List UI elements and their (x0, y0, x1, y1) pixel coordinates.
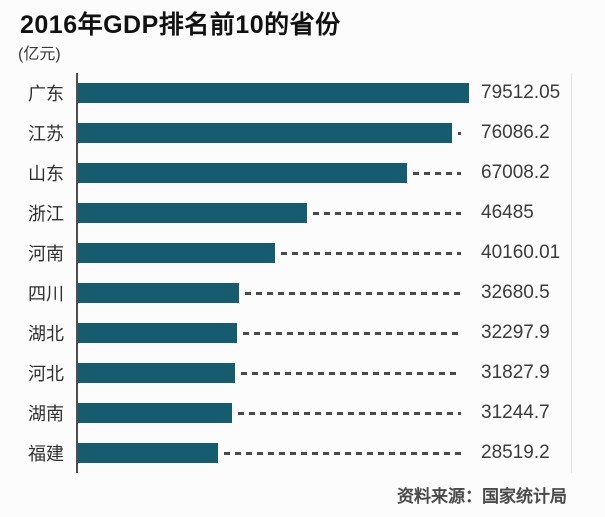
leader-dashes (224, 451, 461, 455)
chart-title: 2016年GDP排名前10的省份 (20, 11, 341, 39)
value-label: 31827.9 (481, 362, 550, 384)
bar (78, 283, 239, 304)
category-label: 河北 (28, 364, 64, 385)
bar (78, 363, 235, 384)
category-label: 湖北 (28, 324, 64, 345)
chart-row: 江苏 76086.2 (0, 113, 571, 154)
chart-row: 湖北 32297.9 (0, 313, 571, 354)
chart-row: 广东 79512.05 (0, 73, 571, 114)
value-label: 79512.05 (481, 82, 561, 104)
leader-dashes (281, 251, 461, 255)
value-label: 28519.2 (481, 442, 550, 464)
bar-track (76, 273, 469, 314)
bar-track (76, 313, 469, 354)
bar (78, 243, 276, 264)
category-label: 广东 (28, 84, 64, 105)
bar (78, 203, 307, 224)
chart-row: 山东 67008.2 (0, 153, 571, 194)
leader-dashes (242, 331, 461, 335)
gdp-bar-chart-page: 2016年GDP排名前10的省份 (亿元) 广东 79512.05 江苏 76086.… (0, 10, 605, 517)
bar (78, 163, 408, 184)
chart-row: 湖南 31244.7 (0, 393, 571, 434)
category-label: 江苏 (28, 124, 64, 145)
chart-row: 浙江 46485 (0, 193, 571, 234)
category-label: 湖南 (28, 404, 64, 425)
value-label: 32680.5 (481, 282, 550, 304)
bar-track (76, 153, 469, 194)
bar (78, 403, 232, 424)
chart-row: 四川 32680.5 (0, 273, 571, 314)
bar-track (76, 353, 469, 394)
bar (78, 323, 237, 344)
value-label: 40160.01 (481, 242, 561, 264)
leader-dashes (312, 211, 461, 215)
bar-chart-plot: 广东 79512.05 江苏 76086.2 山东 67008.2 浙江 46485 河南 401… (0, 73, 572, 474)
category-label: 浙江 (28, 204, 64, 225)
chart-row: 河南 40160.01 (0, 233, 571, 274)
category-label: 四川 (28, 284, 64, 305)
bar-track (76, 393, 469, 434)
bar-track (76, 193, 469, 234)
leader-dashes (244, 291, 461, 295)
category-label: 山东 (28, 164, 64, 185)
value-label: 76086.2 (481, 122, 550, 144)
bar-track (76, 73, 469, 114)
leader-dashes (240, 371, 461, 375)
source-note: 资料来源：国家统计局 (397, 487, 567, 507)
leader-dashes (413, 171, 461, 175)
category-label: 福建 (28, 444, 64, 465)
bar (78, 83, 469, 104)
leader-dashes (458, 131, 461, 135)
bar-track (76, 113, 469, 154)
bar-track (76, 433, 469, 474)
chart-row: 福建 28519.2 (0, 433, 571, 474)
unit-label: (亿元) (18, 46, 61, 63)
bar (78, 443, 219, 464)
category-label: 河南 (28, 244, 64, 265)
value-label: 32297.9 (481, 322, 550, 344)
chart-row: 河北 31827.9 (0, 353, 571, 394)
value-label: 31244.7 (481, 402, 550, 424)
leader-dashes (237, 411, 461, 415)
bar-track (76, 233, 469, 274)
bar (78, 123, 453, 144)
value-label: 46485 (481, 202, 534, 224)
value-label: 67008.2 (481, 162, 550, 184)
